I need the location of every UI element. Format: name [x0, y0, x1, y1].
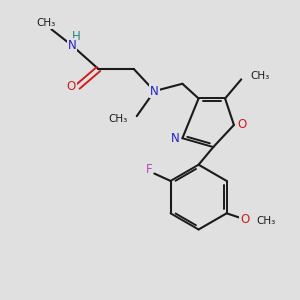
Text: O: O [67, 80, 76, 93]
Text: CH₃: CH₃ [109, 114, 128, 124]
Text: O: O [240, 213, 250, 226]
Text: CH₃: CH₃ [256, 216, 275, 226]
Text: CH₃: CH₃ [250, 71, 269, 81]
Text: N: N [150, 85, 159, 98]
Text: F: F [146, 163, 153, 176]
Text: H: H [72, 29, 81, 43]
Text: O: O [238, 118, 247, 131]
Text: N: N [68, 39, 76, 52]
Text: CH₃: CH₃ [36, 18, 56, 28]
Text: N: N [171, 132, 179, 145]
